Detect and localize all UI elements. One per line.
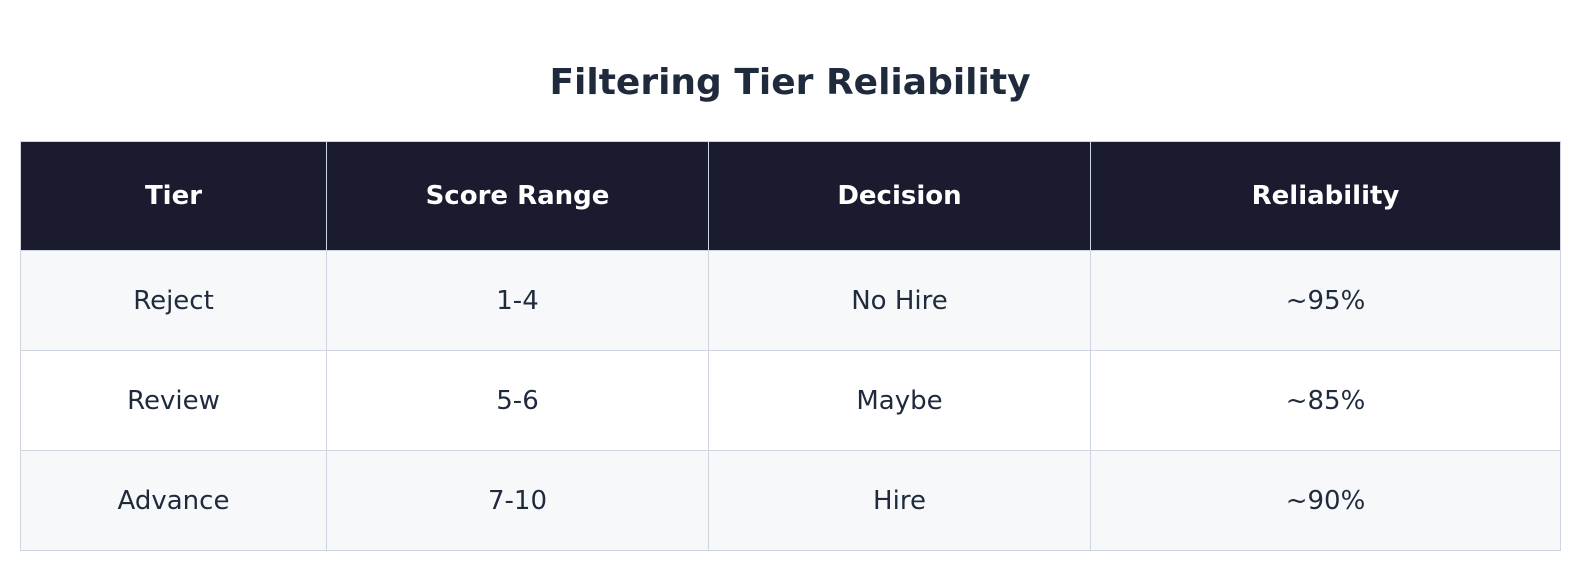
table-cell: Maybe [708,350,1091,451]
title: Filtering Tier Reliability [549,62,1031,103]
header-row: Tier Score Range Decision Reliability [20,141,1561,251]
table-cell: Reject [20,250,327,351]
table-cell: 5-6 [326,350,709,451]
column-header: Decision [708,141,1091,251]
table: Tier Score Range Decision Reliability Rejec… [20,141,1561,551]
table-cell: 1-4 [326,250,709,351]
table-cell: ~95% [1090,250,1561,351]
table-row: Review 5-6 Maybe ~85% [20,350,1561,451]
table-cell: ~90% [1090,450,1561,551]
table-cell: Advance [20,450,327,551]
table-cell: Hire [708,450,1091,551]
table-cell: ~85% [1090,350,1561,451]
table-row: Advance 7-10 Hire ~90% [20,450,1561,551]
column-header: Tier [20,141,327,251]
table-row: Reject 1-4 No Hire ~95% [20,250,1561,351]
column-header: Reliability [1090,141,1561,251]
table-cell: Review [20,350,327,451]
table-cell: 7-10 [326,450,709,551]
table-cell: No Hire [708,250,1091,351]
column-header: Score Range [326,141,709,251]
table-body: Reject 1-4 No Hire ~95% Review 5-6 Maybe ~85% Ad… [20,250,1561,551]
